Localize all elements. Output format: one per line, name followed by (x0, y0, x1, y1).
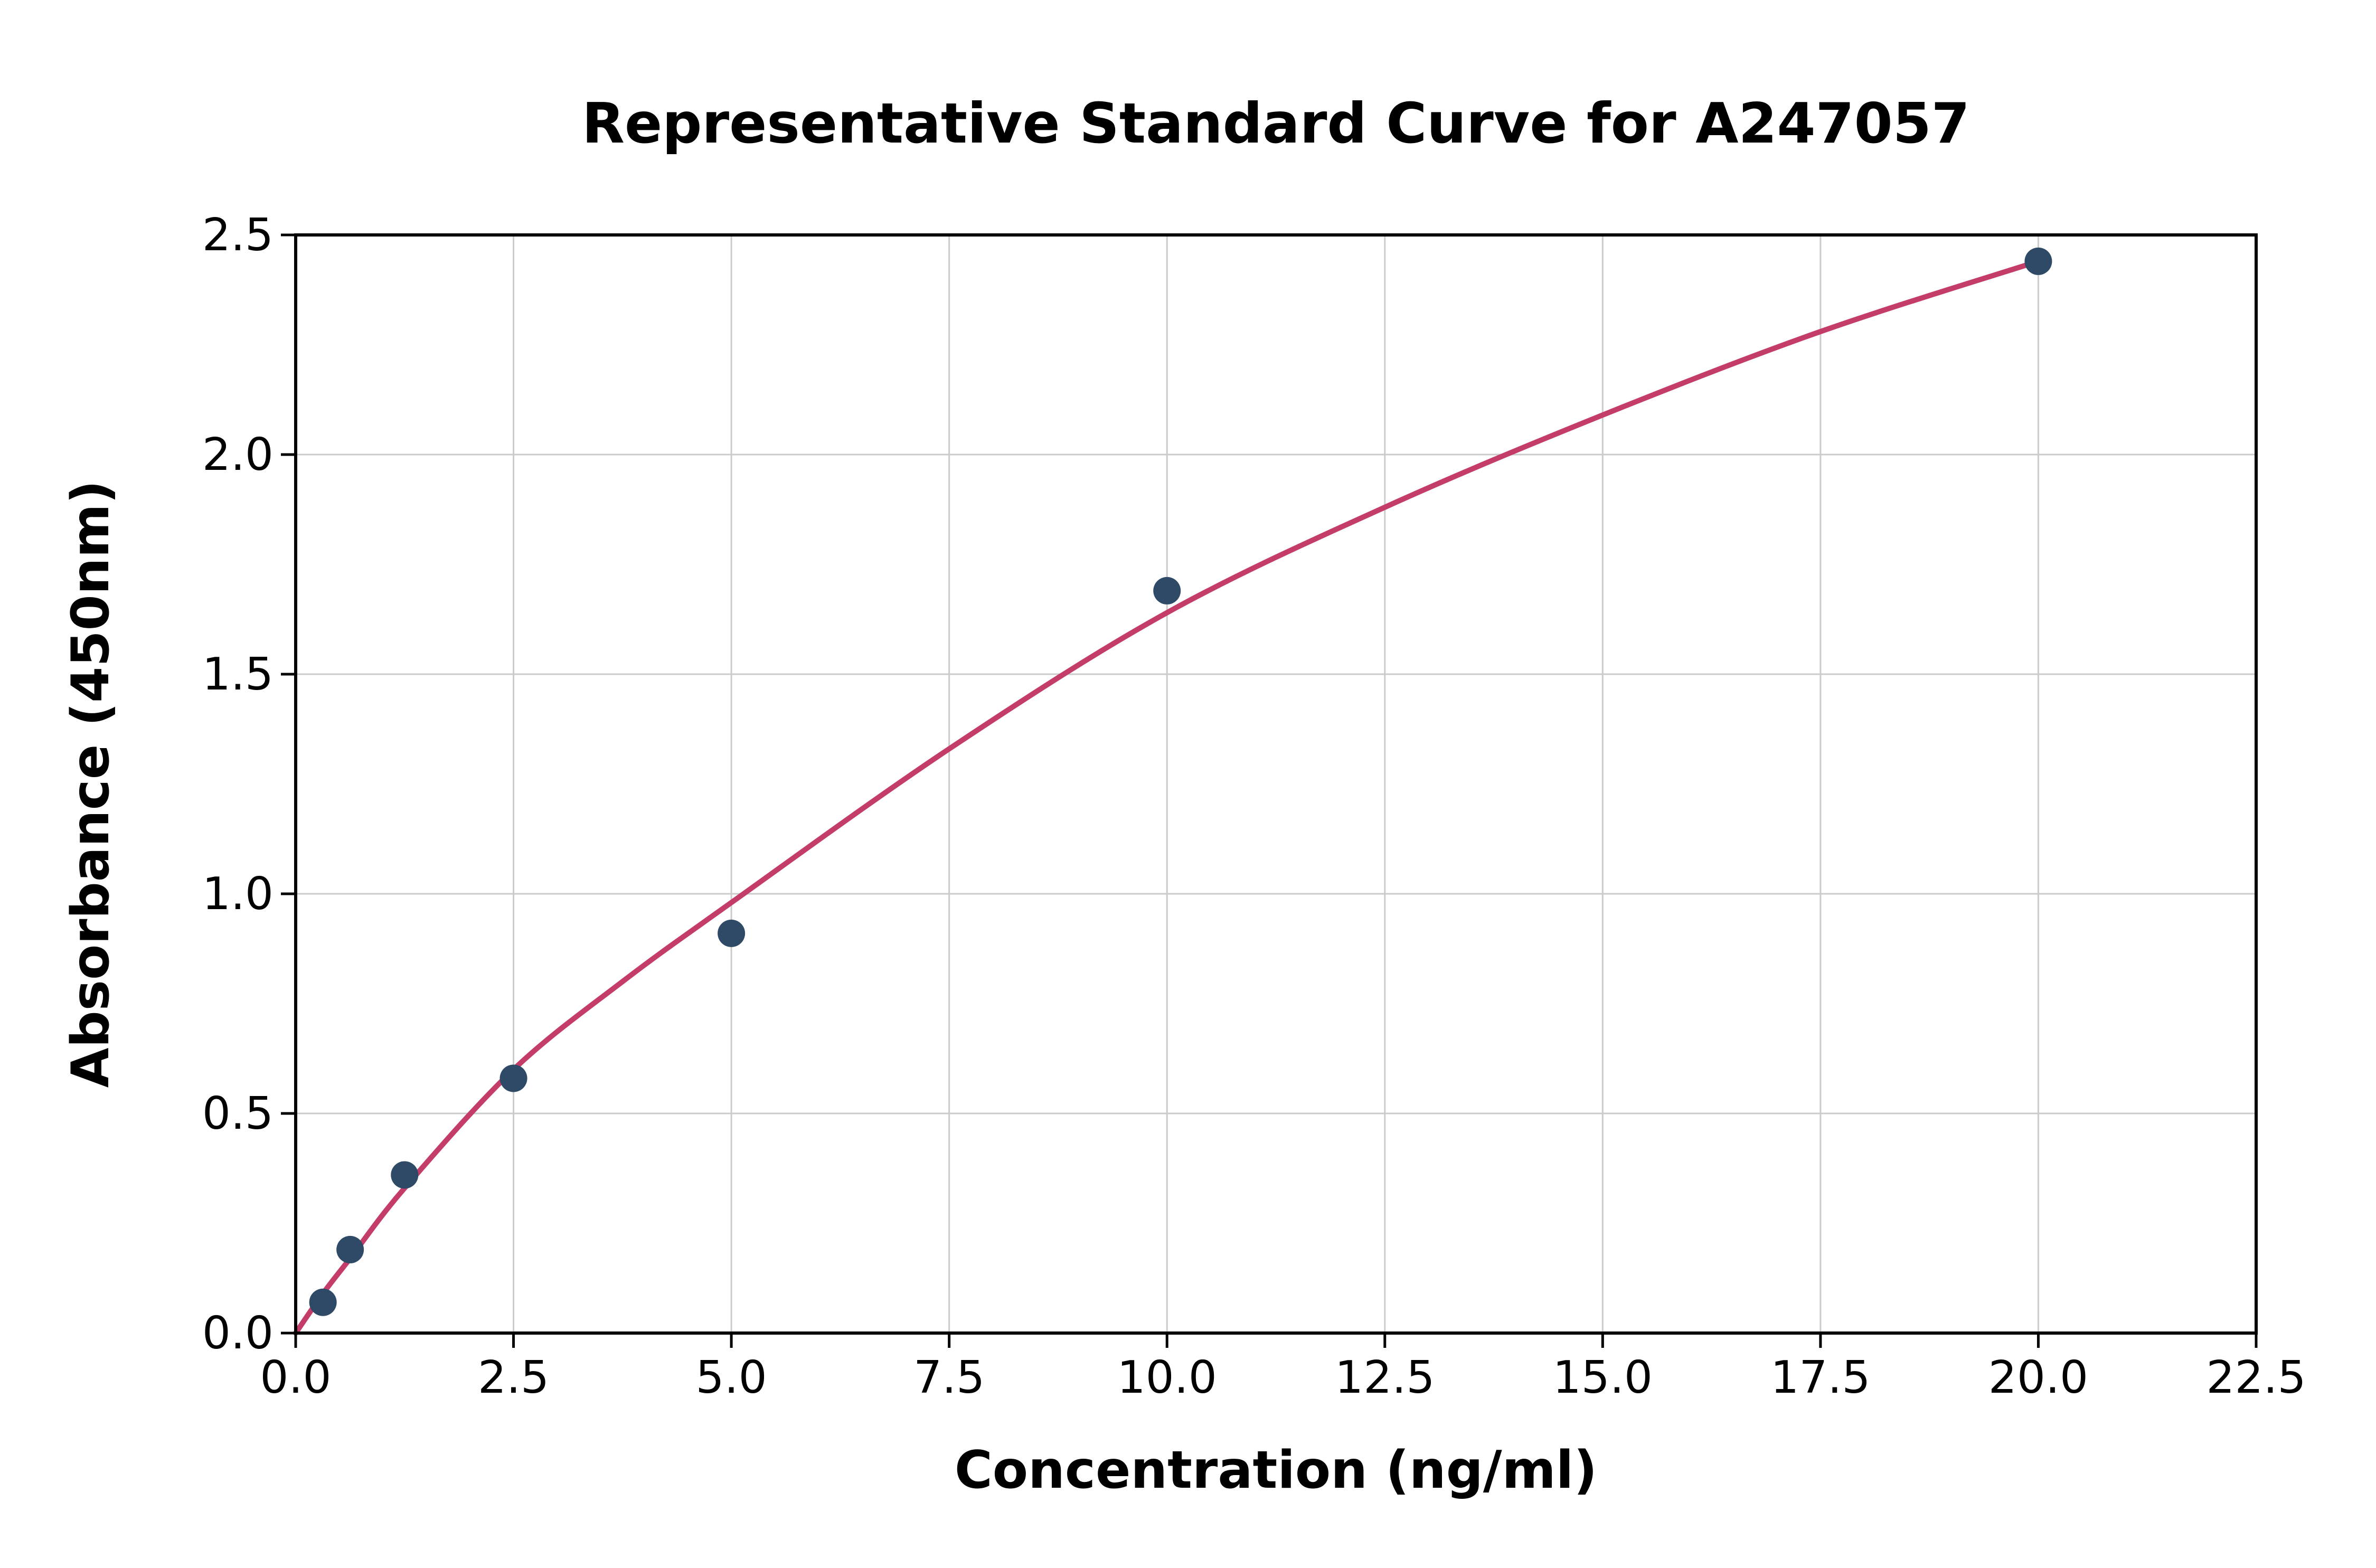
data-point (309, 1288, 337, 1316)
x-tick-label: 5.0 (696, 1352, 767, 1404)
x-tick-label: 2.5 (478, 1352, 549, 1404)
x-axis-label: Concentration (ng/ml) (955, 1440, 1597, 1500)
x-tick-label: 15.0 (1553, 1352, 1653, 1404)
y-tick-label: 2.5 (202, 209, 274, 261)
data-point (499, 1064, 527, 1092)
x-tick-label: 10.0 (1117, 1352, 1217, 1404)
y-tick-label: 1.5 (202, 648, 274, 701)
x-tick-label: 12.5 (1335, 1352, 1435, 1404)
data-point (2024, 247, 2052, 275)
chart-title: Representative Standard Curve for A24705… (582, 91, 1970, 156)
x-tick-label: 0.0 (260, 1352, 331, 1404)
plot-border (294, 233, 2258, 1335)
data-point (391, 1161, 419, 1189)
y-tick-label: 1.0 (202, 868, 274, 920)
x-tick-label: 7.5 (913, 1352, 985, 1404)
data-point (718, 919, 746, 947)
x-tick-label: 17.5 (1770, 1352, 1870, 1404)
y-tick-label: 0.0 (202, 1307, 274, 1359)
y-axis-label: Absorbance (450nm) (61, 480, 121, 1088)
x-tick-label: 22.5 (2206, 1352, 2306, 1404)
y-tick-label: 2.0 (202, 429, 274, 481)
data-point (336, 1235, 364, 1263)
x-tick-label: 20.0 (1988, 1352, 2088, 1404)
data-point (1153, 577, 1181, 604)
plot-background (296, 235, 2256, 1333)
y-tick-label: 0.5 (202, 1088, 274, 1140)
